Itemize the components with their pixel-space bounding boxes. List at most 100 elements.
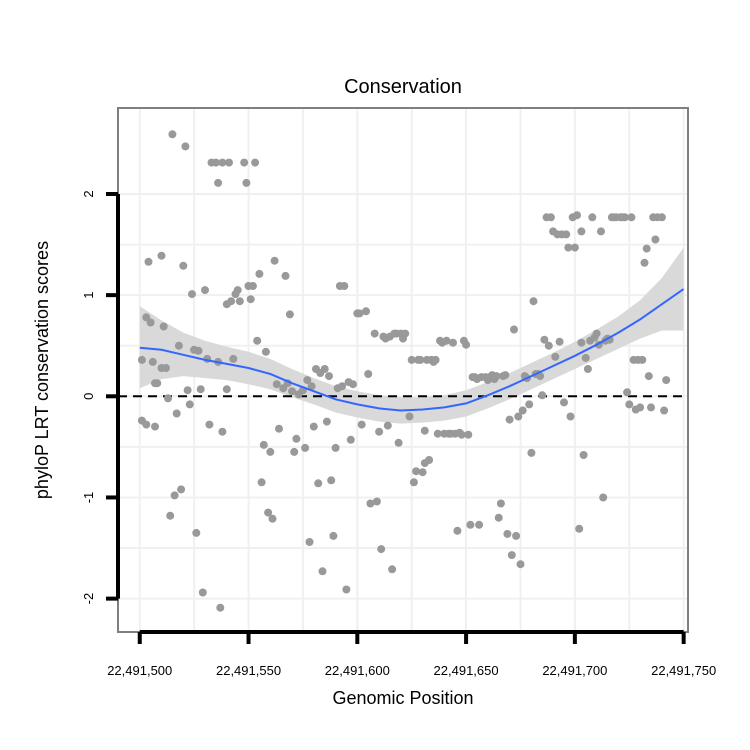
- data-point: [174, 341, 183, 350]
- data-point: [496, 499, 505, 508]
- x-tick-label: 22,491,700: [542, 663, 607, 678]
- data-point: [581, 353, 590, 362]
- data-point: [657, 213, 666, 222]
- data-point: [510, 325, 518, 334]
- data-point: [290, 447, 299, 456]
- data-point: [349, 380, 357, 389]
- data-point: [409, 478, 418, 487]
- data-point: [518, 406, 527, 415]
- x-tick-label: 22,491,500: [107, 663, 172, 678]
- data-point: [660, 406, 669, 415]
- data-point: [144, 257, 153, 266]
- data-point: [579, 451, 588, 459]
- data-point: [636, 403, 645, 412]
- x-tick-label: 22,491,750: [651, 663, 716, 678]
- data-point: [357, 420, 366, 429]
- data-point: [362, 307, 370, 316]
- data-point: [275, 424, 283, 433]
- data-point: [507, 551, 516, 560]
- data-point: [540, 335, 549, 344]
- data-point: [270, 256, 279, 265]
- data-point: [320, 365, 329, 373]
- data-point: [570, 243, 579, 252]
- data-point: [364, 370, 373, 378]
- data-point: [235, 297, 244, 306]
- data-point: [573, 211, 581, 220]
- data-point: [647, 403, 655, 412]
- y-tick-label: 0: [81, 393, 96, 400]
- smooth-curve: [139, 288, 685, 412]
- data-point: [196, 385, 205, 394]
- data-point: [168, 130, 177, 139]
- data-point: [370, 329, 379, 338]
- data-point: [640, 258, 649, 267]
- data-point: [503, 529, 512, 538]
- data-point: [546, 213, 555, 222]
- data-point: [181, 142, 190, 151]
- data-point: [292, 434, 301, 443]
- confidence-band-layer: [139, 247, 684, 424]
- data-point: [264, 508, 273, 517]
- data-point: [525, 400, 534, 409]
- data-point: [218, 158, 227, 167]
- data-point: [355, 309, 364, 318]
- x-tick-label: 22,491,600: [325, 663, 390, 678]
- data-point: [259, 440, 268, 449]
- data-point: [401, 329, 410, 338]
- data-point: [251, 158, 260, 167]
- points-layer: [137, 130, 671, 612]
- data-point: [303, 376, 312, 385]
- x-tick-label: 22,491,550: [216, 663, 281, 678]
- data-point: [516, 560, 525, 569]
- data-point: [583, 365, 592, 373]
- data-point: [529, 297, 538, 306]
- data-point: [188, 290, 196, 299]
- data-point: [560, 398, 568, 407]
- data-point: [462, 340, 471, 349]
- data-point: [449, 338, 457, 347]
- data-point: [625, 400, 634, 409]
- data-point: [372, 497, 381, 506]
- data-point: [194, 346, 203, 355]
- chart-title: Conservation: [344, 76, 462, 98]
- data-point: [431, 355, 440, 364]
- data-point: [225, 158, 233, 167]
- data-point: [407, 355, 416, 364]
- data-point: [512, 531, 521, 540]
- data-point: [309, 422, 318, 431]
- data-point: [307, 382, 316, 391]
- data-point: [266, 447, 275, 456]
- data-point: [257, 478, 266, 487]
- data-point: [240, 158, 249, 167]
- data-point: [388, 565, 397, 574]
- data-point: [242, 178, 251, 187]
- data-point: [577, 338, 586, 347]
- grid: [118, 108, 688, 632]
- data-point: [329, 531, 338, 540]
- data-point: [501, 371, 510, 380]
- data-point: [642, 244, 651, 253]
- data-point: [466, 520, 475, 529]
- data-point: [218, 427, 227, 436]
- data-point: [464, 430, 473, 439]
- data-point: [161, 364, 170, 372]
- data-point: [285, 310, 294, 319]
- data-point: [425, 456, 434, 464]
- data-point: [177, 485, 186, 494]
- data-point: [148, 357, 157, 366]
- data-point: [599, 493, 608, 502]
- data-point: [342, 585, 351, 594]
- data-point: [418, 468, 427, 477]
- data-point: [627, 213, 636, 222]
- data-point: [253, 336, 262, 345]
- data-point: [222, 385, 231, 394]
- data-point: [214, 178, 223, 187]
- data-point: [205, 420, 214, 429]
- data-point: [620, 213, 629, 222]
- data-point: [551, 352, 560, 361]
- data-point: [514, 412, 523, 421]
- data-point: [340, 282, 349, 290]
- data-point: [255, 269, 264, 278]
- x-axis: 22,491,500 22,491,550 22,491,600 22,491,650…: [107, 630, 716, 678]
- data-point: [420, 426, 429, 435]
